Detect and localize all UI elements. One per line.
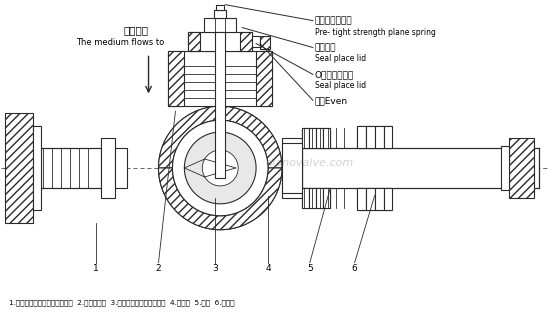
Bar [316,128,323,148]
Text: 介质流向: 介质流向 [123,26,148,36]
Bar [188,31,252,51]
Text: Seal place lid: Seal place lid [315,55,366,64]
Bar [323,188,330,208]
Bar [309,128,316,148]
Bar [240,31,252,51]
Text: 1.金属密封座或聚四氟乙烯阀座  2.自由流动孔  3.最佳控制特性流线型外形  4.固定件  5.阎体  6.双轴承: 1.金属密封座或聚四氟乙烯阀座 2.自由流动孔 3.最佳控制特性流线型外形 4.… [9,299,235,306]
Text: The medium flows to: The medium flows to [76,38,165,47]
Bar [169,51,184,106]
Bar [302,128,330,148]
Bar [101,138,115,198]
Text: 密封座盖: 密封座盖 [315,44,337,53]
Bar [509,138,534,198]
Bar [501,146,509,190]
Bar [384,126,393,148]
Bar [302,148,539,188]
Text: dianovalve.com: dianovalve.com [266,158,354,168]
Text: 6: 6 [352,264,357,273]
Bar [384,188,393,210]
Bar [204,18,236,31]
Bar [260,36,270,49]
Polygon shape [159,106,282,168]
Bar [282,143,302,193]
Text: Pre- tight strength plane spring: Pre- tight strength plane spring [315,28,436,37]
Bar [374,188,384,210]
Bar [252,36,260,48]
Text: O型橡胶密封圈: O型橡胶密封圈 [315,70,354,79]
Circle shape [172,120,268,216]
Bar [374,126,384,148]
Text: 5: 5 [307,264,313,273]
Bar [366,188,374,210]
Text: 4: 4 [265,264,271,273]
Polygon shape [184,132,256,204]
Bar [309,188,316,208]
Circle shape [159,106,282,230]
Polygon shape [159,168,282,230]
Text: Seal place lid: Seal place lid [315,81,366,90]
Bar [302,188,309,208]
Bar [5,113,33,223]
Bar [357,188,391,210]
Bar [302,128,309,148]
Bar [256,51,272,106]
Circle shape [203,150,238,186]
Bar [215,31,225,178]
Bar [282,138,302,198]
Bar [316,188,323,208]
Bar [366,126,374,148]
Bar [357,126,366,148]
Text: 2: 2 [156,264,161,273]
Text: 预紧力平面弹簧: 预紧力平面弹簧 [315,17,352,26]
Bar [214,10,226,18]
Bar [216,5,224,10]
Bar [302,188,330,208]
Text: 1: 1 [93,264,99,273]
Bar [33,126,41,210]
Bar [115,148,127,188]
Text: 平鍵Even: 平鍵Even [315,96,348,105]
Bar [188,31,200,51]
Text: 3: 3 [212,264,218,273]
Bar [41,148,101,188]
Bar [357,188,366,210]
Bar [169,51,272,106]
Bar [357,126,391,148]
Bar [323,128,330,148]
